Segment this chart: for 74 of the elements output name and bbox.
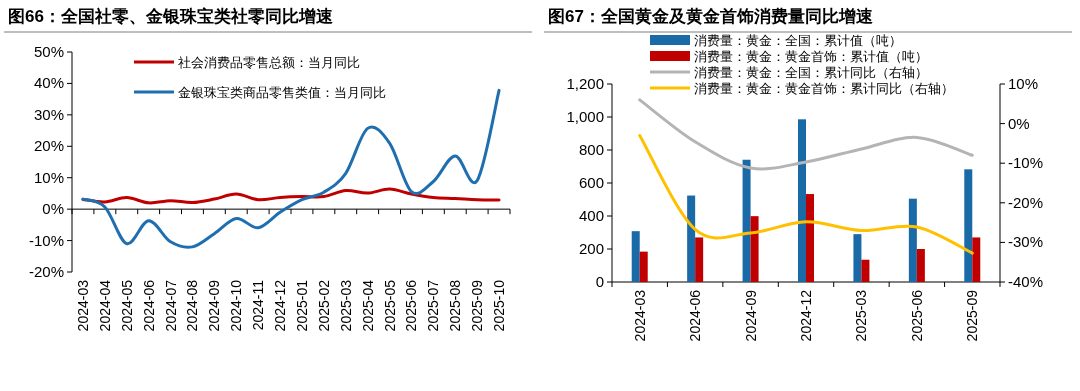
y-tick-label: -20% [28,263,64,280]
x-tick-label: 2024-11 [250,279,267,331]
y-tick-label: 30% [33,105,64,123]
y-tick-label: 200 [578,240,604,257]
x-tick-label: 2024-12 [272,279,289,332]
line-series [638,98,974,171]
bar [687,195,696,282]
bar [908,198,917,282]
x-tick-label: 2025-06 [908,289,925,342]
y-tick-label: 600 [578,174,604,191]
x-tick-label: 2025-10 [491,279,508,332]
legend-label: 消费量：黄金：黄金首饰：累计值（吨） [694,49,928,64]
x-tick-label: 2024-12 [798,289,814,342]
y-tick-label: 40% [33,74,64,92]
y-tick-label: 0 [595,273,604,290]
x-tick-label: 2025-06 [403,279,420,332]
bar [798,119,806,282]
bar [742,159,751,282]
legend-label: 社会消费品零售总额：当月同比 [178,55,360,70]
legend-label: 金银珠宝类商品零售类值：当月同比 [178,85,386,100]
bar [639,251,648,282]
bar [853,234,862,282]
legend-label: 消费量：黄金：全国：累计同比（右轴） [694,65,928,80]
x-tick-label: 2025-03 [853,289,870,342]
x-tick-label: 2024-09 [742,289,759,342]
y2-tick-label: 0% [1008,114,1030,132]
y-tick-label: 800 [578,141,604,158]
y2-tick-label: 10% [1008,75,1039,92]
x-tick-label: 2024-05 [118,279,135,332]
y-tick-label: 400 [578,207,604,224]
y-tick-label: 10% [33,168,64,186]
y2-tick-label: -20% [1008,193,1044,211]
x-tick-label: 2025-01 [293,279,310,332]
x-tick-label: 2024-09 [206,279,223,332]
line-series [81,88,501,249]
y-tick-label: -10% [28,231,64,249]
line-series [81,187,501,205]
y-tick-label: 0% [42,200,64,218]
bar [972,237,981,282]
x-tick-label: 2024-06 [687,289,704,342]
x-tick-label: 2024-07 [162,279,179,332]
x-tick-label: 2025-05 [381,279,398,332]
legend-label: 消费量：黄金：全国：累计值（吨） [694,33,902,48]
x-tick-label: 2024-06 [140,279,157,332]
x-tick-label: 2025-03 [337,279,354,332]
y2-tick-label: -10% [1008,154,1044,172]
legend-label: 消费量：黄金：黄金首饰：累计同比（右轴） [694,81,954,96]
bar [695,237,704,282]
bar [806,194,814,282]
bar [750,216,759,282]
y2-tick-label: -30% [1008,233,1044,251]
x-tick-label: 2024-08 [184,279,201,332]
x-tick-label: 2025-09 [469,279,486,332]
x-tick-label: 2025-07 [425,279,442,332]
bar [964,169,973,282]
x-tick-label: 2025-08 [447,279,464,332]
x-tick-label: 2025-02 [315,279,332,332]
x-tick-label: 2025-04 [359,279,376,332]
y-tick-label: 1,200 [566,75,604,92]
x-tick-label: 2024-04 [96,279,113,332]
x-tick-label: 2024-03 [631,289,648,342]
chart-title: 图66：全国社零、金银珠宝类社零同比增速 [8,7,333,26]
x-tick-label: 2025-09 [964,289,981,342]
y-tick-label: 20% [33,137,64,155]
bar [861,259,870,282]
chart-title: 图67：全国黄金及黄金首饰消费量同比增速 [548,7,873,26]
bar [631,231,640,282]
bar [916,249,925,282]
line-series [638,133,974,255]
y-tick-label: 1,000 [566,108,604,125]
y2-tick-label: -40% [1008,273,1044,290]
y-tick-label: 50% [33,43,64,60]
x-tick-label: 2024-03 [74,279,91,332]
x-tick-label: 2024-10 [228,279,245,332]
